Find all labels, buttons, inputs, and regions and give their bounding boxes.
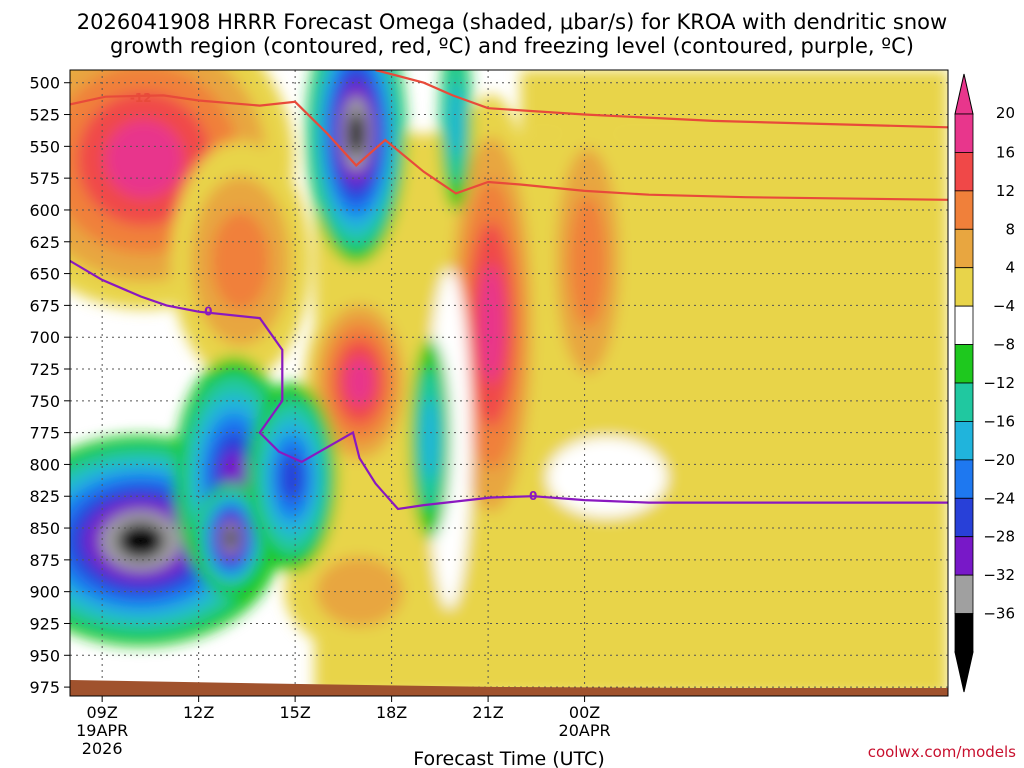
colorbar-swatch — [954, 536, 974, 576]
y-tick-label: 500 — [29, 74, 60, 93]
chart-title-line2: growth region (contoured, red, ºC) and f… — [110, 34, 914, 58]
terrain-strip — [70, 680, 948, 696]
y-tick-label: 800 — [29, 455, 60, 474]
contour-line — [70, 259, 948, 511]
colorbar-swatch — [954, 190, 974, 230]
y-axis: 500 525 550 575 600 625 650 675 700 725 750 775 800 8… — [29, 74, 70, 697]
y-tick-label: 975 — [29, 678, 60, 697]
y-tick-label: 850 — [29, 519, 60, 538]
x-tick-label: 15Z — [279, 703, 310, 722]
contour-line — [375, 70, 948, 129]
colorbar-label: −4 — [993, 297, 1015, 315]
y-tick-label: 750 — [29, 392, 60, 411]
descent-right-ridge — [542, 100, 633, 421]
y-tick-label: 950 — [29, 646, 60, 665]
x-tick-date: 19APR — [76, 721, 128, 740]
credit-text: coolwx.com/models — [868, 743, 1016, 761]
y-tick-label: 875 — [29, 551, 60, 570]
y-tick-label: 900 — [29, 583, 60, 602]
colorbar-label: −32 — [983, 566, 1015, 584]
x-tick-label: 18Z — [376, 703, 407, 722]
x-tick-label: 21Z — [472, 703, 503, 722]
colorbar-swatch — [954, 497, 974, 538]
omega-band — [569, 194, 607, 327]
colorbar-label: 16 — [996, 143, 1015, 161]
colorbar-swatch — [954, 228, 974, 269]
colorbar-label: −36 — [983, 605, 1015, 623]
y-tick-label: 625 — [29, 233, 60, 252]
colorbar-label: −12 — [983, 374, 1015, 392]
colorbar-label: 8 — [1005, 220, 1015, 238]
colorbar-top-arrow — [954, 73, 974, 115]
y-tick-label: 650 — [29, 265, 60, 284]
omega-band — [280, 452, 304, 502]
omega-band — [224, 529, 237, 548]
chart-title-line1: 2026041908 HRRR Forecast Omega (shaded, … — [77, 10, 947, 34]
colorbar-swatch — [954, 152, 974, 192]
colorbar-label: 20 — [996, 104, 1015, 122]
x-tick-date: 20APR — [559, 721, 611, 740]
colorbar-swatch — [954, 459, 974, 499]
omega-band — [421, 397, 439, 481]
descent-ridge — [170, 140, 311, 381]
omega-band — [117, 523, 165, 559]
neutral-gap — [547, 437, 668, 518]
y-tick-label: 700 — [29, 328, 60, 347]
y-tick-label: 550 — [29, 137, 60, 156]
contour-label: 0 — [529, 489, 537, 503]
contour-label: -12 — [130, 91, 152, 105]
ascent-core-15z — [246, 382, 337, 573]
colorbar-swatch — [954, 113, 974, 153]
colorbar-swatch — [954, 382, 974, 422]
x-axis-label: Forecast Time (UTC) — [413, 748, 604, 768]
colorbar-swatch — [954, 574, 974, 614]
colorbar-label: 12 — [996, 182, 1015, 200]
descent-core-central — [304, 286, 415, 477]
colorbar-bottom-arrow — [954, 651, 974, 693]
x-tick-label: 09Z — [86, 703, 117, 722]
omega-band — [449, 83, 463, 158]
colorbar-swatch — [954, 421, 974, 461]
colorbar-label: −28 — [983, 528, 1015, 546]
y-tick-label: 675 — [29, 296, 60, 315]
ascent-band-19z — [410, 338, 451, 539]
contour-label: 0 — [204, 305, 212, 319]
colorbar-swatch — [954, 344, 974, 384]
x-tick-label: 12Z — [183, 703, 214, 722]
omega-band — [105, 120, 183, 198]
colorbar-label: −24 — [983, 489, 1015, 507]
colorbar-label: 4 — [1005, 259, 1015, 277]
omega-shading — [70, 70, 948, 696]
omega-band — [478, 264, 505, 385]
ascent-core-mid — [195, 483, 266, 594]
y-tick-label: 825 — [29, 487, 60, 506]
y-tick-label: 775 — [29, 424, 60, 443]
colorbar-swatch — [954, 613, 974, 653]
y-tick-label: 925 — [29, 614, 60, 633]
contour-line — [70, 94, 948, 201]
ascent-band-20z — [439, 70, 472, 211]
colorbar-swatch — [954, 267, 974, 307]
omega-band — [211, 211, 270, 311]
y-tick-label: 575 — [29, 169, 60, 188]
y-tick-label: 525 — [29, 106, 60, 125]
plot-frame — [69, 69, 949, 697]
colorbar: 20 16 12 8 4 −4 −8 −12 −16 −20 −24 −28 −32 −36 — [954, 73, 1015, 693]
x-tick-year: 2026 — [82, 739, 123, 758]
temperature-contours: -12 0 0 — [70, 70, 948, 511]
omega-band — [347, 111, 365, 156]
omega-band — [345, 357, 374, 407]
colorbar-label: −20 — [983, 451, 1015, 469]
omega-field: -12 0 0 — [70, 70, 948, 696]
colorbar-swatch — [954, 305, 974, 345]
x-tick-label: 00Z — [569, 703, 600, 722]
colorbar-label: −16 — [983, 412, 1015, 430]
y-tick-label: 600 — [29, 201, 60, 220]
colorbar-label: −8 — [993, 336, 1015, 354]
y-tick-label: 725 — [29, 360, 60, 379]
